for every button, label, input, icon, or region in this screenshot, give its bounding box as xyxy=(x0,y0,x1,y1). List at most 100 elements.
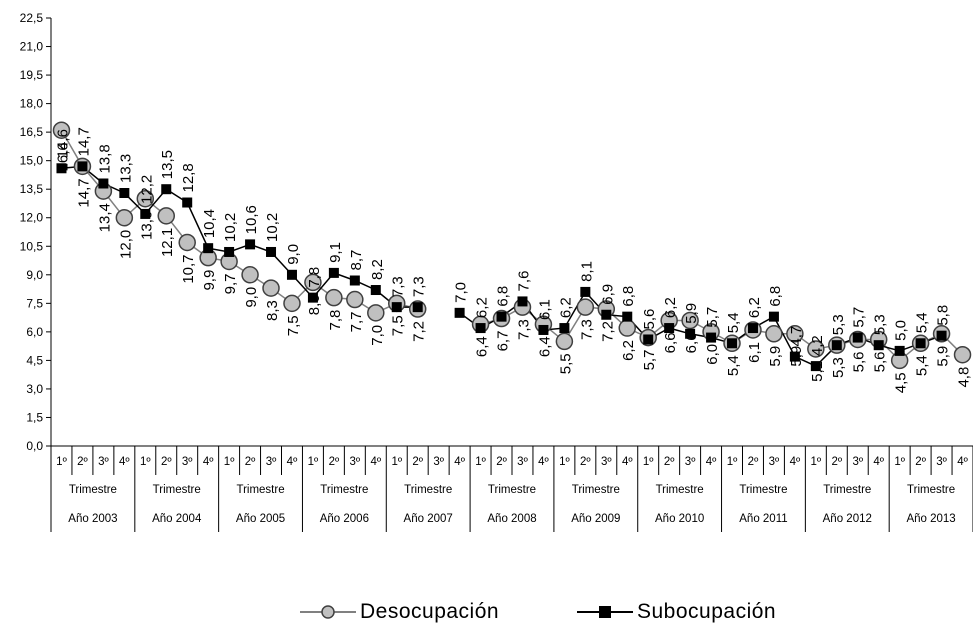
data-point-subocupacion xyxy=(706,332,717,343)
trimestre-label: Trimestre xyxy=(236,484,284,496)
data-label-subocupacion: 5,0 xyxy=(893,320,910,341)
data-point-desocupacion xyxy=(136,189,155,208)
data-label-subocupacion: 7,3 xyxy=(411,276,428,297)
data-point-subocupacion xyxy=(454,307,465,318)
data-point-subocupacion xyxy=(685,328,696,339)
data-label-subocupacion: 8,1 xyxy=(578,261,595,282)
data-label-subocupacion: 12,8 xyxy=(180,163,197,192)
data-label-desocupacion: 12,0 xyxy=(117,230,134,259)
data-point-subocupacion xyxy=(894,345,905,356)
quarter-label: 4º xyxy=(873,456,884,468)
data-point-desocupacion xyxy=(178,233,196,252)
data-label-subocupacion: 13,5 xyxy=(159,150,176,179)
data-point-subocupacion xyxy=(412,302,423,313)
data-point-subocupacion xyxy=(391,302,402,313)
data-label-subocupacion: 14,7 xyxy=(75,127,92,156)
data-point-desocupacion xyxy=(157,207,175,225)
data-point-subocupacion xyxy=(77,161,88,172)
data-label-subocupacion: 5,8 xyxy=(935,305,952,326)
legend-label: Desocupación xyxy=(360,600,500,623)
y-tick-label: 10,5 xyxy=(20,239,44,253)
axes xyxy=(50,18,973,447)
quarter-label: 2º xyxy=(831,456,842,468)
data-label-desocupacion: 16,6 xyxy=(54,142,71,171)
y-tick-label: 7,5 xyxy=(26,296,43,310)
quarter-label: 3º xyxy=(936,456,947,468)
legend-label: Subocupación xyxy=(637,600,777,623)
data-label-subocupacion: 10,2 xyxy=(264,213,281,242)
data-point-subocupacion xyxy=(789,351,800,362)
data-point-subocupacion xyxy=(580,286,591,297)
data-label-subocupacion: 4,2 xyxy=(809,335,826,356)
data-point-subocupacion xyxy=(349,275,360,286)
quarter-label: 1º xyxy=(475,456,486,468)
data-label-desocupacion: 13,0 xyxy=(138,211,155,240)
data-label-desocupacion: 8,3 xyxy=(264,300,281,321)
quarter-label: 2º xyxy=(412,456,423,468)
year-label: Año 2004 xyxy=(152,513,202,525)
data-label-desocupacion: 8,6 xyxy=(306,294,323,315)
data-point-subocupacion xyxy=(307,292,318,303)
data-label-desocupacion: 4,8 xyxy=(956,367,973,388)
y-tick-label: 0,0 xyxy=(26,439,43,453)
trimestre-label: Trimestre xyxy=(488,484,536,496)
data-point-subocupacion xyxy=(496,311,507,322)
data-point-desocupacion xyxy=(367,304,385,322)
data-point-subocupacion xyxy=(182,197,193,208)
data-label-desocupacion: 4,5 xyxy=(893,372,910,393)
data-label-subocupacion: 5,3 xyxy=(830,314,847,335)
data-label-subocupacion: 10,4 xyxy=(201,209,218,238)
data-label-desocupacion: 7,5 xyxy=(390,315,407,336)
quarter-label: 4º xyxy=(203,456,214,468)
data-label-desocupacion: 7,8 xyxy=(327,310,344,331)
data-point-desocupacion xyxy=(618,319,636,337)
y-tick-label: 1,5 xyxy=(26,410,43,424)
y-tick-label: 19,5 xyxy=(20,68,44,82)
data-label-subocupacion: 13,8 xyxy=(96,144,113,173)
data-point-subocupacion xyxy=(622,311,633,322)
data-label-subocupacion: 6,1 xyxy=(536,299,553,320)
data-point-subocupacion xyxy=(161,184,172,195)
quarter-label: 3º xyxy=(182,456,193,468)
data-label-desocupacion: 6,2 xyxy=(620,340,637,361)
quarter-label: 4º xyxy=(622,456,633,468)
data-point-subocupacion xyxy=(475,323,486,334)
series-markers xyxy=(52,121,972,372)
data-label-subocupacion: 8,2 xyxy=(369,259,386,280)
data-label-desocupacion: 7,0 xyxy=(369,325,386,346)
data-point-desocupacion xyxy=(681,311,699,330)
data-point-desocupacion xyxy=(325,288,343,307)
quarter-label: 1º xyxy=(894,456,905,468)
data-label-subocupacion: 5,4 xyxy=(914,312,931,333)
quarter-label: 2º xyxy=(77,456,88,468)
x-axis-categories: 1º 2º 3º 4º 1º 2º 3º 4º 1º 2º 3º 4º 1º 2º 3º 4º 1º 2º 3º 4º… xyxy=(50,446,973,532)
data-point-subocupacion xyxy=(517,296,528,307)
data-point-subocupacion xyxy=(328,267,339,278)
quarter-label: 2º xyxy=(161,456,172,468)
quarter-label: 3º xyxy=(98,456,109,468)
data-label-desocupacion: 6,0 xyxy=(704,344,721,365)
quarter-label: 3º xyxy=(685,456,696,468)
trimestre-label: Trimestre xyxy=(320,484,368,496)
data-point-desocupacion xyxy=(953,345,972,364)
quarter-label: 4º xyxy=(370,456,381,468)
data-point-subocupacion xyxy=(768,311,779,322)
y-axis-ticks: 0,0 1,5 3,0 4,5 6,0 7,5 9,0 10,5 12,0 13,5 15,0 16,… xyxy=(20,11,51,453)
data-label-subocupacion: 6,8 xyxy=(495,286,512,307)
data-label-desocupacion: 5,3 xyxy=(830,357,847,378)
data-label-subocupacion: 10,2 xyxy=(222,213,239,242)
data-label-desocupacion: 6,7 xyxy=(495,331,512,352)
data-point-subocupacion xyxy=(915,338,926,349)
data-label-desocupacion: 5,9 xyxy=(935,346,952,367)
data-point-desocupacion xyxy=(262,279,280,297)
quarter-label: 4º xyxy=(538,456,549,468)
quarter-label: 1º xyxy=(224,456,235,468)
data-point-subocupacion xyxy=(873,340,884,351)
data-point-subocupacion xyxy=(538,324,549,335)
quarter-label: 1º xyxy=(643,456,654,468)
quarter-label: 1º xyxy=(391,456,402,468)
year-label: Año 2006 xyxy=(320,513,369,525)
y-tick-label: 9,0 xyxy=(26,268,43,282)
data-point-subocupacion xyxy=(98,178,109,189)
data-point-desocupacion xyxy=(807,340,825,358)
